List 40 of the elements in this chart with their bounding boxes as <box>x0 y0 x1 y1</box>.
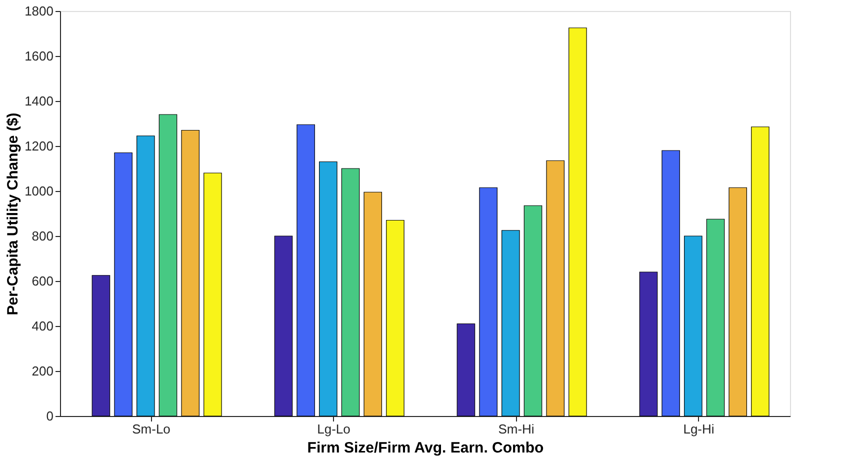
bar <box>479 187 498 416</box>
bar <box>546 160 565 416</box>
bar <box>456 323 476 416</box>
bar <box>706 218 725 416</box>
y-tick-label: 1600 <box>24 48 54 64</box>
bar <box>136 136 155 416</box>
y-tick-label: 1200 <box>24 138 54 154</box>
bar <box>114 152 132 416</box>
bar <box>204 172 222 416</box>
bar <box>751 126 770 416</box>
y-tick-label: 400 <box>32 318 54 334</box>
bar <box>386 220 404 416</box>
bar <box>296 124 315 416</box>
bar <box>524 205 542 416</box>
x-tick-label: Sm-Hi <box>498 422 534 436</box>
bar <box>319 161 338 416</box>
x-tick-label: Lg-Hi <box>683 422 714 436</box>
x-tick-label: Lg-Lo <box>317 422 350 436</box>
bar <box>274 236 293 416</box>
y-tick-label: 1800 <box>24 4 54 18</box>
bar <box>502 230 520 416</box>
bar <box>341 168 360 416</box>
bar <box>364 192 382 416</box>
bar <box>662 150 680 416</box>
y-tick-label: 200 <box>32 364 54 378</box>
bar <box>158 114 178 416</box>
bar <box>568 28 587 416</box>
y-tick-label: 800 <box>32 228 54 244</box>
x-axis-title: Firm Size/Firm Avg. Earn. Combo <box>307 440 544 456</box>
y-axis-title: Per-Capita Utility Change ($) <box>4 112 22 316</box>
bar <box>181 130 200 416</box>
y-tick-label: 1400 <box>24 94 54 108</box>
x-tick-label: Sm-Lo <box>132 422 170 436</box>
y-tick-label: 0 <box>46 408 54 424</box>
y-tick-label: 600 <box>32 274 54 288</box>
bar <box>728 187 748 416</box>
bar <box>684 236 702 416</box>
bar <box>639 272 658 416</box>
y-tick-label: 1000 <box>24 184 54 198</box>
bar <box>92 275 110 416</box>
